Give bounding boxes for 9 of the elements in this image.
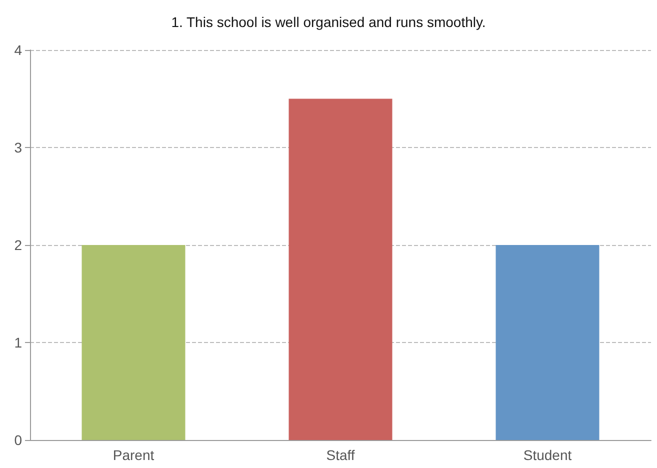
y-tick-label: 0 bbox=[14, 432, 22, 448]
chart-title: 1. This school is well organised and runs smoothly. bbox=[171, 14, 486, 30]
x-tick-label: Parent bbox=[112, 447, 154, 463]
y-tick-label: 3 bbox=[14, 140, 22, 156]
x-tick-label: Staff bbox=[326, 447, 355, 463]
x-tick-label: Student bbox=[523, 447, 572, 463]
y-tick-label: 2 bbox=[14, 237, 22, 253]
y-tick-label: 4 bbox=[14, 42, 22, 58]
y-tick-label: 1 bbox=[14, 334, 22, 350]
